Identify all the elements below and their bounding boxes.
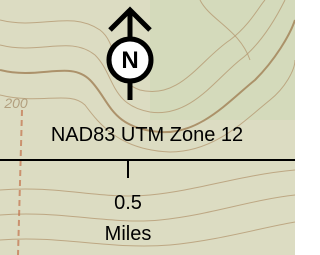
contour-label: 200	[3, 95, 28, 111]
scale-unit: Miles	[105, 223, 152, 245]
datum-label: NAD83 UTM Zone 12	[51, 124, 243, 146]
north-letter: N	[121, 47, 138, 74]
map: 200 N NAD83 UTM Zone 12 0.5 Miles	[0, 0, 295, 255]
scale-distance: 0.5	[114, 192, 142, 214]
page: 200 N NAD83 UTM Zone 12 0.5 Miles (() =>…	[0, 0, 295, 255]
